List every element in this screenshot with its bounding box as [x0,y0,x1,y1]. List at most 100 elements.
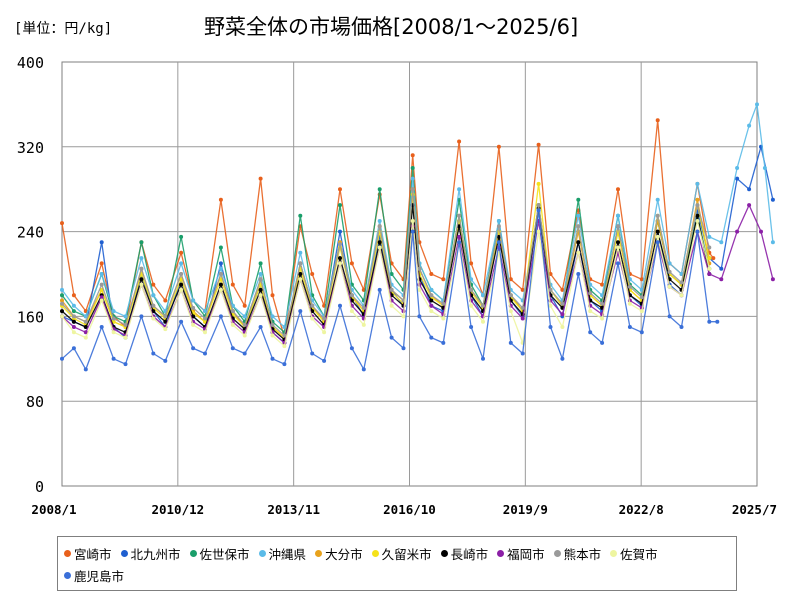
data-point [99,282,104,287]
data-point [60,298,64,303]
data-point [410,229,415,234]
data-point [111,330,116,335]
legend-item: 熊本市 [553,542,601,564]
data-point [83,325,88,329]
data-point [457,213,462,218]
data-point [770,277,775,282]
data-point [576,240,581,245]
y-tick-label: 160 [17,308,44,326]
data-point [139,277,144,282]
data-point [679,293,684,298]
data-point [123,362,128,367]
data-point [707,266,712,271]
data-point [338,261,342,266]
data-point [429,287,434,292]
legend-item: 佐賀市 [610,542,658,564]
data-point [322,316,327,321]
data-point [123,314,128,319]
y-tick-label: 400 [17,54,44,72]
data-point [655,229,660,234]
data-point [361,305,366,310]
data-point [695,181,700,186]
data-point [71,346,76,351]
data-point [179,261,184,266]
data-point [576,197,581,202]
data-point [191,298,196,303]
data-point [536,203,541,208]
data-point [536,229,541,234]
data-point [481,303,485,308]
data-point [270,314,275,319]
data-point [548,303,553,308]
data-point [735,176,740,181]
series-6 [60,203,712,342]
data-point [627,325,632,329]
data-point [429,335,434,340]
data-point [270,356,275,361]
axis-layer: 0 80 160 240 320 400 2008/1 2010/12 2013/11 2016/… [17,54,777,517]
data-point [111,356,116,361]
data-point [429,272,434,276]
data-point [151,316,156,321]
data-point [218,261,223,266]
data-point [548,325,553,329]
data-point [270,322,275,327]
legend-item: 宮崎市 [64,542,112,564]
data-point [627,301,632,306]
data-point [560,356,565,361]
series-layer [60,102,775,372]
data-point [258,325,263,329]
data-point [639,277,644,282]
data-point [429,303,434,308]
data-point [282,362,287,367]
legend-swatch [315,549,323,557]
data-point [242,333,247,338]
legend-item: 長崎市 [440,542,488,564]
unit-label: [単位：円/kg] [14,21,113,37]
data-point [417,266,422,271]
data-point [99,240,104,245]
data-point [639,295,644,300]
data-point [361,367,366,372]
data-point [616,224,620,229]
data-point [111,309,116,314]
data-point [258,272,263,276]
data-point [191,322,196,327]
data-point [218,266,223,271]
data-point [616,187,620,192]
x-tick-label: 2019/9 [503,502,548,517]
data-point [560,312,565,317]
data-point [71,325,76,329]
data-point [377,245,382,250]
data-point [469,287,474,292]
legend-swatch [371,549,379,557]
data-point [747,187,752,192]
data-point [755,102,759,107]
data-point [310,272,315,276]
data-point [258,293,263,298]
data-point [627,284,632,289]
data-point [469,325,474,329]
data-point [719,240,724,245]
data-point [179,282,184,287]
data-point [139,256,144,261]
data-point [338,203,342,208]
data-point [707,256,712,261]
data-point [667,269,672,274]
data-point [679,325,684,329]
data-point [139,314,144,319]
data-point [707,234,712,239]
data-point [548,287,553,292]
data-point [695,203,700,208]
data-point [203,330,207,335]
data-point [60,314,64,319]
data-point [338,242,342,247]
data-point [410,153,415,158]
series-line [61,220,710,348]
data-point [179,234,184,239]
y-tick-label: 240 [17,224,44,242]
data-point [719,277,724,282]
data-point [361,322,366,327]
data-point [410,176,415,181]
data-point [322,358,327,363]
